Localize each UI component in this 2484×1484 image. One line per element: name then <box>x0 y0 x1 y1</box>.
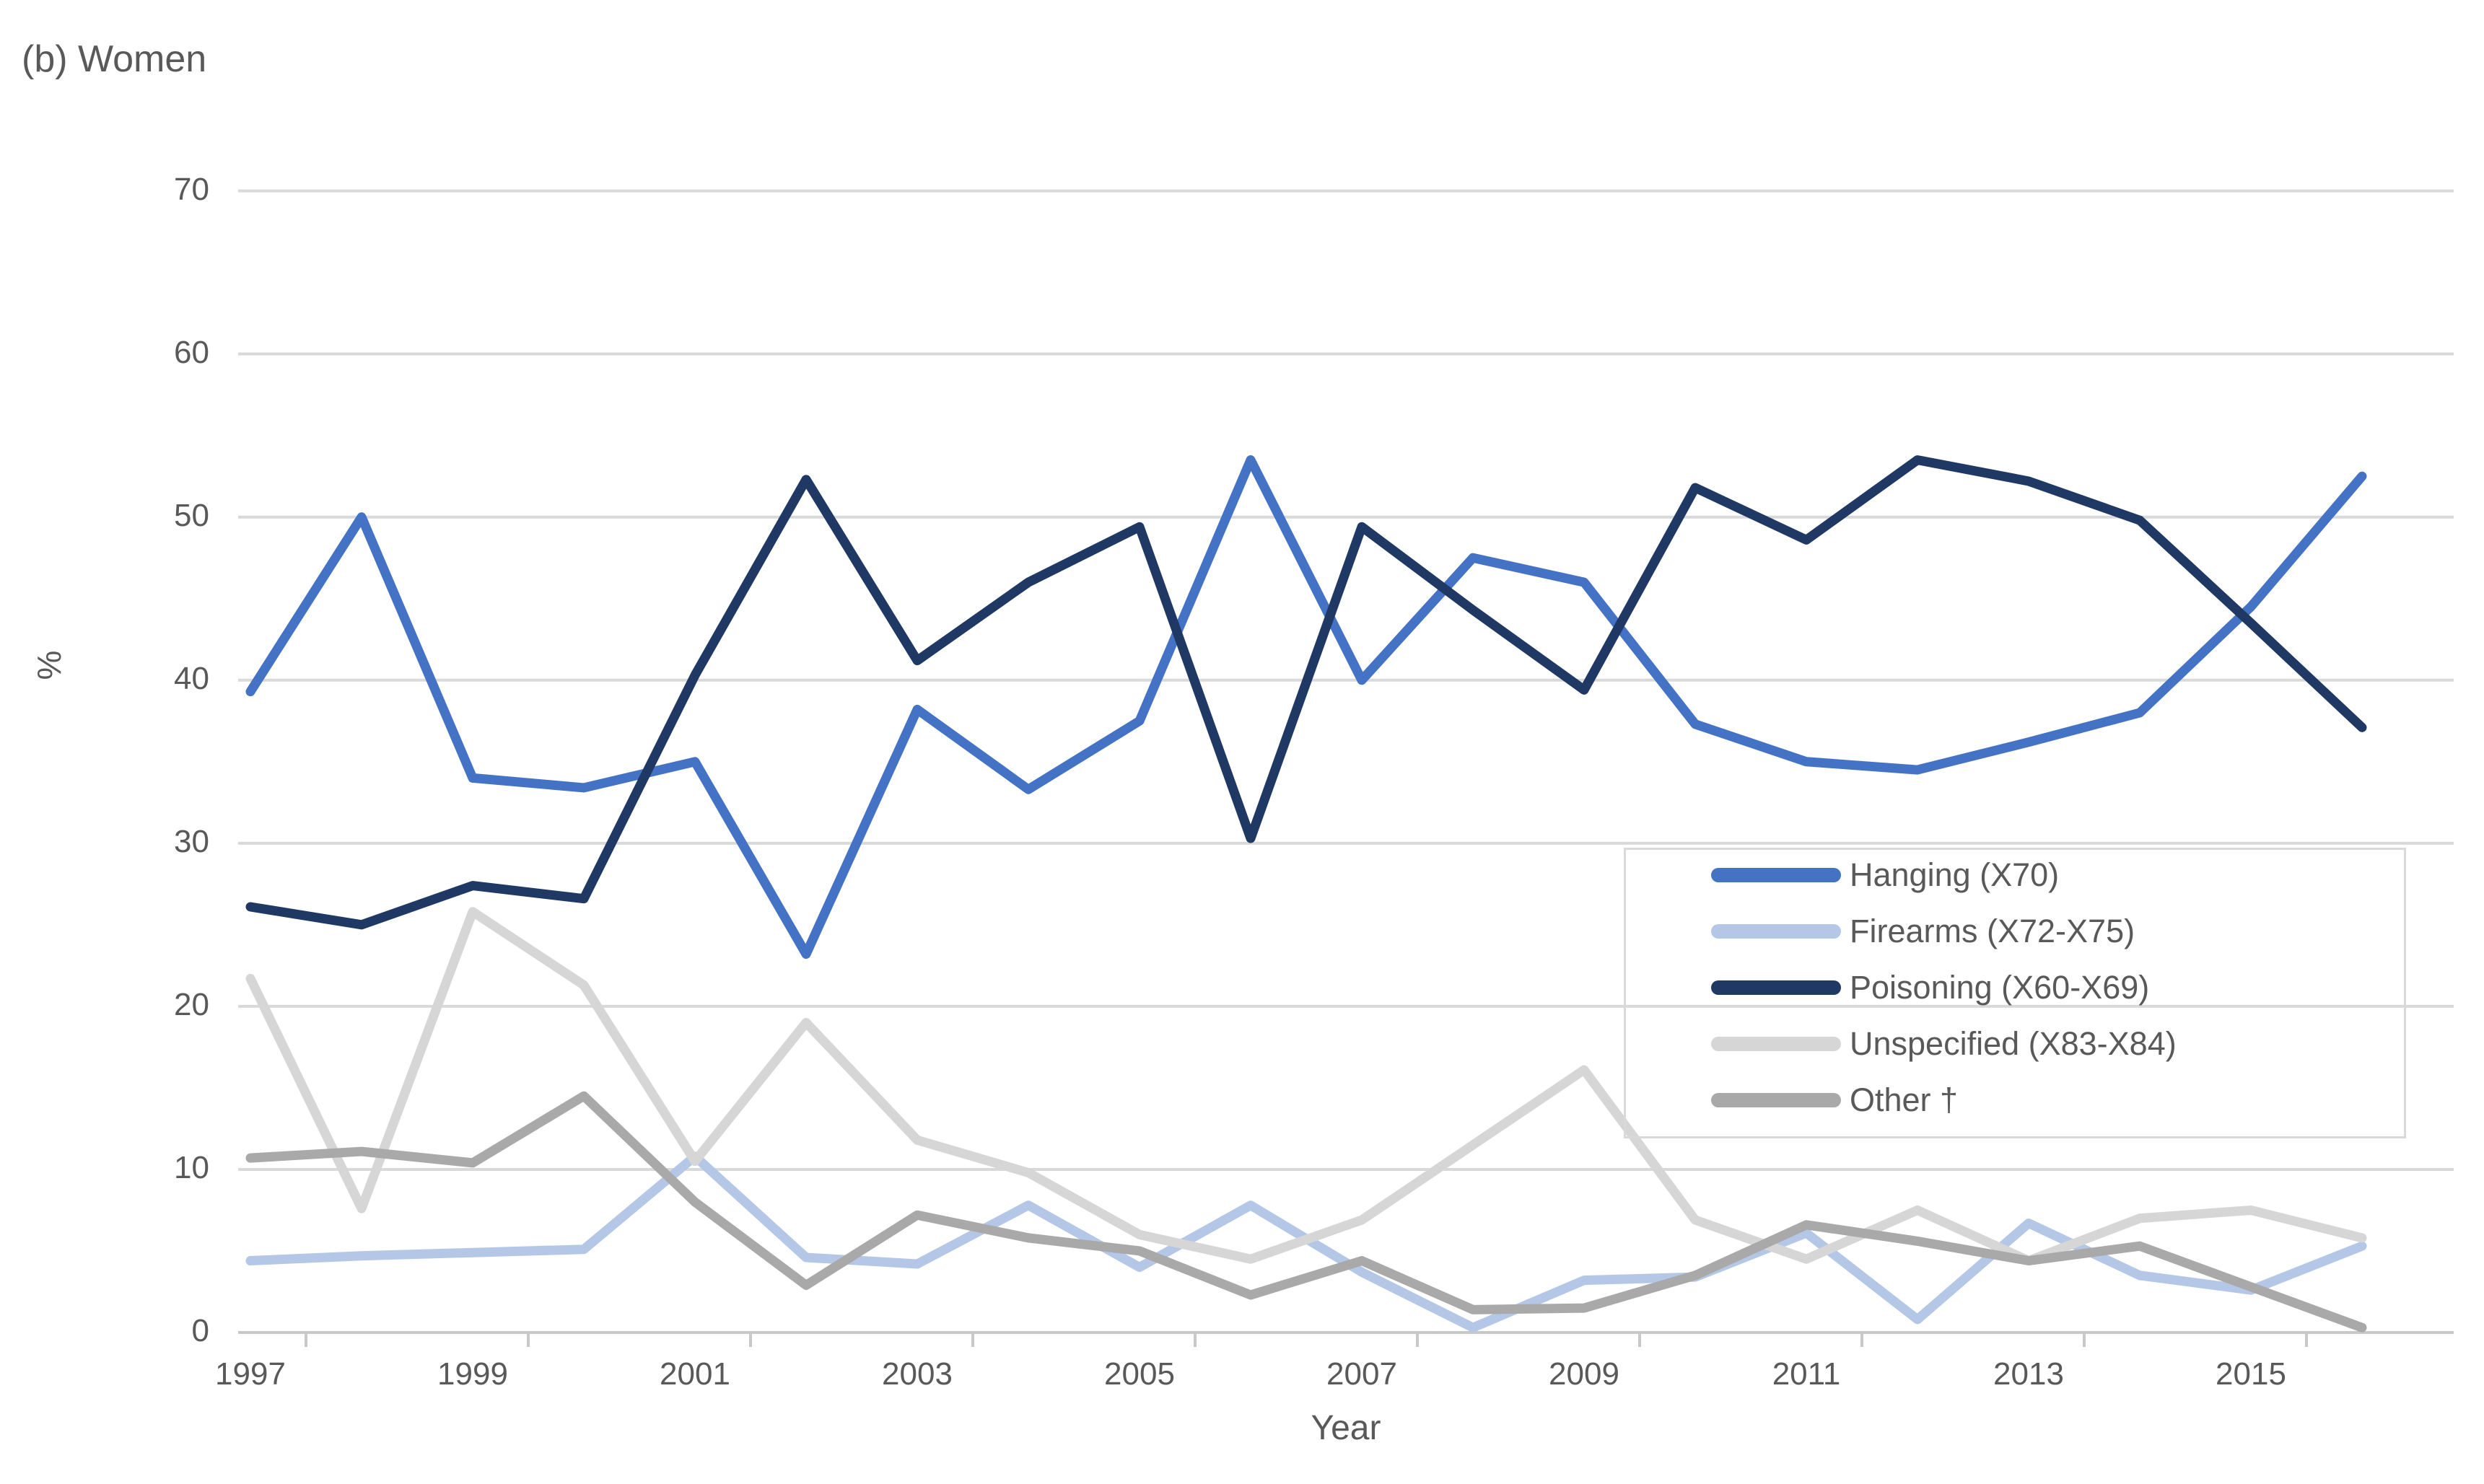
x-axis-tick-label: 2007 <box>1326 1356 1397 1392</box>
x-axis-tick-label: 2013 <box>1993 1356 2064 1392</box>
poisoning-line-swatch-icon <box>1711 980 1841 995</box>
firearms-line-swatch-icon <box>1711 924 1841 939</box>
y-axis-tick-label: 50 <box>174 497 209 533</box>
series-line-unspecified-x83-x84 <box>245 907 2367 1266</box>
x-axis-tick-label: 2005 <box>1104 1356 1175 1392</box>
y-axis-tick-label: 60 <box>174 334 209 370</box>
x-axis-tick-label: 2015 <box>2216 1356 2286 1392</box>
x-axis-title: Year <box>1311 1409 1381 1447</box>
legend-item-label: Unspecified (X83-X84) <box>1850 1025 2177 1062</box>
x-axis-tick-label: 2011 <box>1772 1356 1841 1392</box>
legend-item-hanging: Hanging (X70) <box>1626 850 2404 900</box>
y-axis-tick-label: 70 <box>174 171 209 207</box>
chart-title: (b) Women <box>22 38 207 80</box>
x-axis-tick-label: 2001 <box>660 1356 730 1392</box>
y-axis-tick-label: 30 <box>174 823 209 859</box>
x-axis-tick-label: 1997 <box>215 1356 286 1392</box>
y-axis-tick-label: 10 <box>174 1149 209 1185</box>
x-axis-tick-label: 2009 <box>1549 1356 1619 1392</box>
y-axis-tick-label: 0 <box>191 1313 209 1348</box>
legend-item-unspecified: Unspecified (X83-X84) <box>1626 1019 2404 1069</box>
y-axis-tick-label: 40 <box>174 660 209 696</box>
y-axis-title: % <box>30 650 68 680</box>
series-line-hanging-x70 <box>245 455 2367 960</box>
chart-legend: Hanging (X70) Firearms (X72-X75) Poisoni… <box>1624 848 2406 1138</box>
unspecified-line-swatch-icon <box>1711 1037 1841 1051</box>
y-axis-tick-label: 20 <box>174 986 209 1022</box>
x-axis-tick-label: 2003 <box>882 1356 953 1392</box>
hanging-line-swatch-icon <box>1711 868 1841 882</box>
legend-item-poisoning: Poisoning (X60-X69) <box>1626 962 2404 1013</box>
series-line-poisoning-x60-x69 <box>245 455 2367 930</box>
legend-item-firearms: Firearms (X72-X75) <box>1626 906 2404 957</box>
legend-item-label: Firearms (X72-X75) <box>1850 913 2135 949</box>
legend-item-other: Other † <box>1626 1075 2404 1125</box>
legend-item-label: Other † <box>1850 1081 1959 1118</box>
series-line-other <box>245 1091 2367 1332</box>
x-axis-tick-label: 1999 <box>437 1356 508 1392</box>
legend-item-label: Poisoning (X60-X69) <box>1850 969 2150 1006</box>
legend-item-label: Hanging (X70) <box>1850 856 2060 893</box>
other-line-swatch-icon <box>1711 1093 1841 1107</box>
